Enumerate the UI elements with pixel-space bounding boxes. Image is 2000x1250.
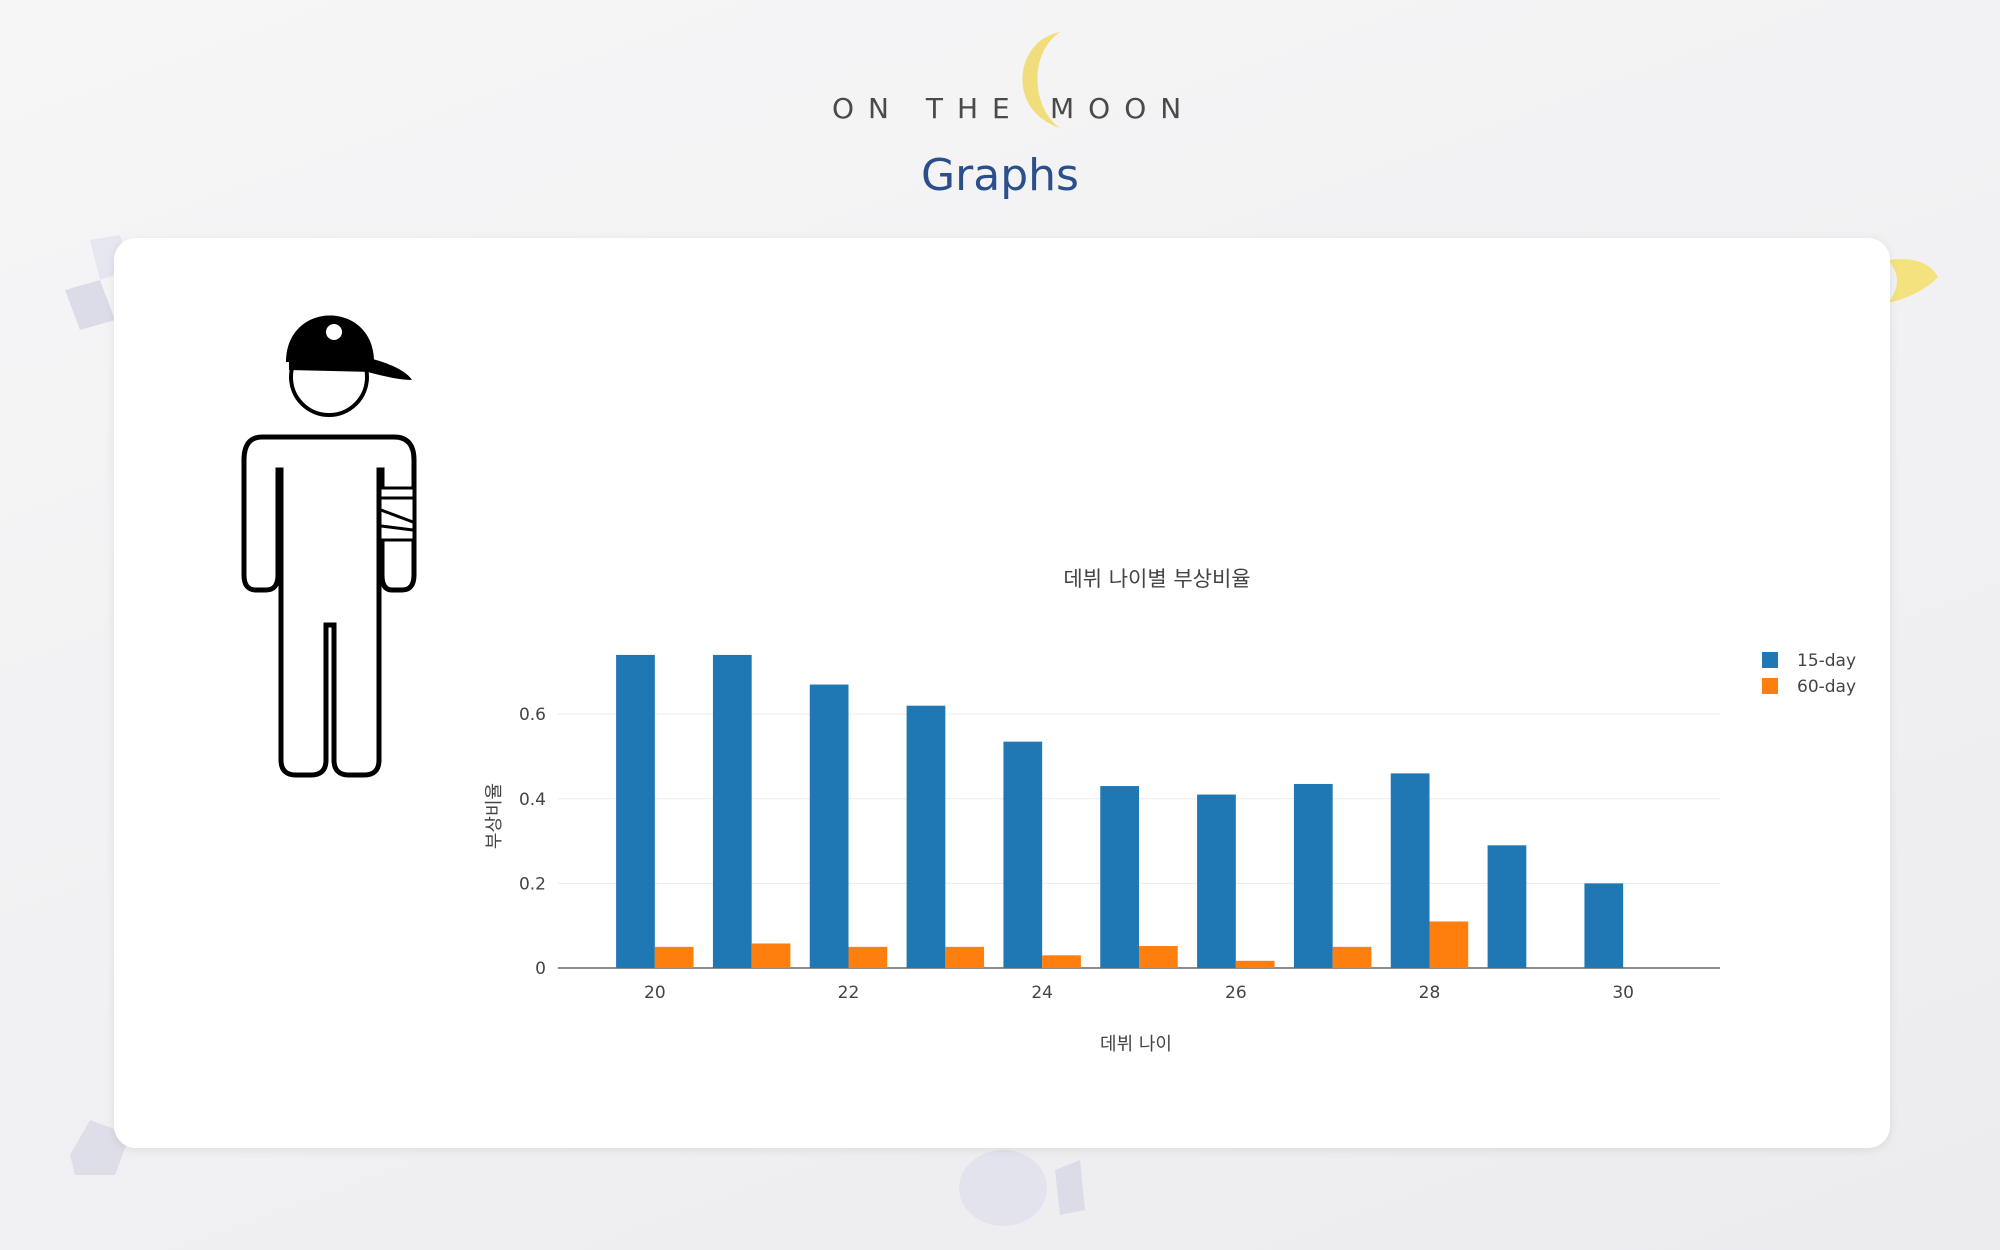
tick-labels: 0 0.2 0.4 0.6 20 22 24 26 28 30 (519, 705, 1634, 1003)
bar-60day (1042, 955, 1081, 968)
bar-15day (1197, 794, 1236, 968)
x-tick-label: 24 (1031, 983, 1053, 1003)
legend-label: 15-day (1797, 651, 1856, 671)
y-tick-label: 0.2 (519, 874, 546, 894)
x-tick-label: 20 (644, 983, 666, 1003)
bar-15day (1100, 786, 1139, 968)
bar-60day (1332, 946, 1372, 968)
bar-15day (712, 654, 752, 968)
bar-60day (1429, 921, 1469, 968)
x-tick-label: 28 (1419, 983, 1441, 1003)
legend-swatch (1762, 678, 1778, 694)
bars (616, 654, 1624, 968)
y-axis-label: 부상비율 (484, 783, 505, 849)
bar-60day (1139, 946, 1178, 968)
legend[interactable]: 15-day 60-day (1762, 651, 1856, 697)
crystal-decoration-bottom (959, 1150, 1085, 1226)
page-title: Graphs (921, 150, 1079, 201)
graph-card: 데뷔 나이별 부상비율 데뷔 나이 부상비율 0 0.2 0.4 0.6 20 22 24 2… (114, 238, 1890, 1148)
bar-60day (751, 943, 791, 968)
bar-60day (848, 946, 888, 968)
x-axis-label: 데뷔 나이 (1100, 1034, 1172, 1055)
bar-15day (1584, 883, 1624, 968)
bar-15day (1003, 741, 1043, 968)
bar-15day (1390, 773, 1430, 968)
logo-text-right: MOON (1050, 92, 1196, 125)
brand-logo: ON THE MOON (0, 30, 2000, 130)
bar-60day (945, 946, 985, 968)
bar-15day (1487, 845, 1527, 968)
legend-swatch (1762, 652, 1778, 668)
injured-player-icon (241, 315, 417, 778)
x-tick-label: 22 (838, 983, 860, 1003)
y-tick-label: 0.4 (519, 790, 546, 810)
bar-15day (906, 705, 946, 968)
bar-chart: 데뷔 나이별 부상비율 데뷔 나이 부상비율 0 0.2 0.4 0.6 20 22 24 2… (484, 567, 1856, 1055)
legend-label: 60-day (1797, 677, 1856, 697)
y-tick-label: 0.6 (519, 705, 546, 725)
bar-15day (809, 684, 849, 968)
bar-15day (1293, 783, 1333, 968)
chart-title: 데뷔 나이별 부상비율 (1063, 567, 1250, 591)
bar-15day (616, 654, 655, 968)
bar-60day (654, 946, 694, 968)
bar-60day (1235, 960, 1275, 968)
crescent-moon-icon (1022, 32, 1060, 128)
moon-decoration-right (1888, 259, 1938, 303)
x-tick-label: 26 (1225, 983, 1247, 1003)
x-tick-label: 30 (1612, 983, 1634, 1003)
y-tick-label: 0 (535, 959, 546, 979)
logo-text-left: ON THE (832, 92, 1024, 125)
